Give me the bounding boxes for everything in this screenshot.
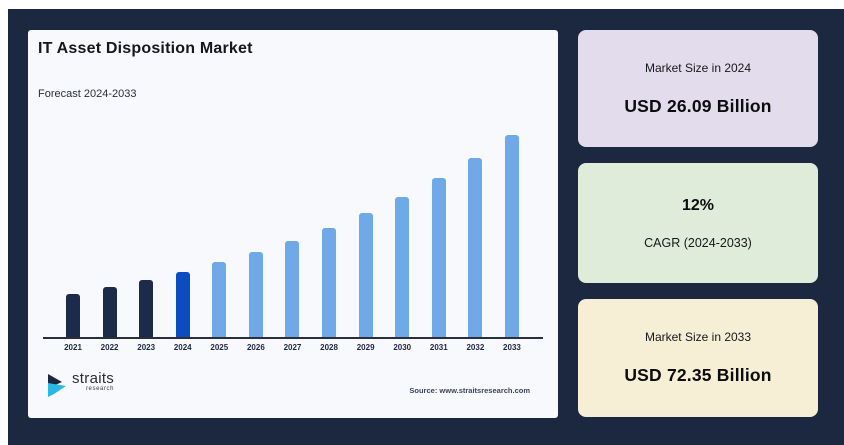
bar-2028	[322, 228, 337, 337]
stat-card-label: Market Size in 2024	[644, 60, 752, 75]
bar-2029	[358, 213, 373, 337]
bar-2024	[175, 272, 190, 337]
infographic-panel: IT Asset Disposition Market Forecast 202…	[8, 9, 844, 445]
source-attribution: Source: www.straitsresearch.com	[409, 386, 530, 395]
x-tick-2026: 2026	[246, 343, 265, 352]
stat-card-market-size-2024: Market Size in 2024 USD 26.09 Billion	[578, 30, 818, 147]
chart-subtitle: Forecast 2024-2033	[38, 88, 137, 100]
stat-cards-column: Market Size in 2024 USD 26.09 Billion 12…	[578, 30, 818, 417]
x-tick-2023: 2023	[137, 343, 156, 352]
bar-2031	[431, 178, 446, 337]
brand-logo: straits research	[46, 370, 114, 399]
x-axis-labels: 2021 2022 2023 2024 2025 2026 2027 2028 2029 2030…	[43, 343, 543, 355]
bar-2032	[468, 158, 483, 337]
x-tick-2027: 2027	[283, 343, 302, 352]
x-tick-2033: 2033	[503, 343, 521, 352]
bar-chart-plot-area	[43, 135, 543, 337]
x-tick-2032: 2032	[466, 343, 485, 352]
x-tick-2031: 2031	[429, 343, 448, 352]
stat-card-value: 12%	[681, 196, 715, 214]
x-axis-line	[43, 337, 543, 339]
stat-card-cagr: 12% CAGR (2024-2033)	[578, 163, 818, 283]
stat-card-value: USD 72.35 Billion	[624, 365, 772, 385]
bar-2022	[102, 287, 117, 337]
bar-2023	[139, 280, 154, 337]
x-tick-2022: 2022	[100, 343, 119, 352]
stat-card-market-size-2033: Market Size in 2033 USD 72.35 Billion	[578, 299, 818, 417]
bar-2033	[504, 135, 519, 337]
stat-card-label: Market Size in 2033	[644, 330, 752, 344]
bar-2026	[248, 252, 263, 337]
x-tick-2030: 2030	[393, 343, 412, 352]
page-title: IT Asset Disposition Market	[38, 40, 253, 57]
brand-name: straits	[72, 370, 115, 387]
stat-card-value: USD 26.09 Billion	[624, 95, 772, 116]
x-tick-2021: 2021	[64, 343, 82, 352]
brand-subtitle: research	[85, 386, 115, 392]
bar-2027	[285, 241, 300, 337]
bar-2021	[66, 294, 80, 337]
bar-2030	[395, 197, 410, 337]
straits-research-logo-icon	[48, 374, 66, 397]
x-tick-2024: 2024	[173, 343, 192, 352]
bar-2025	[212, 262, 227, 337]
x-tick-2028: 2028	[320, 343, 338, 352]
x-tick-2025: 2025	[210, 343, 229, 352]
x-tick-2029: 2029	[356, 343, 375, 352]
chart-card: IT Asset Disposition Market Forecast 202…	[28, 30, 558, 418]
stat-card-label: CAGR (2024-2033)	[644, 235, 752, 250]
